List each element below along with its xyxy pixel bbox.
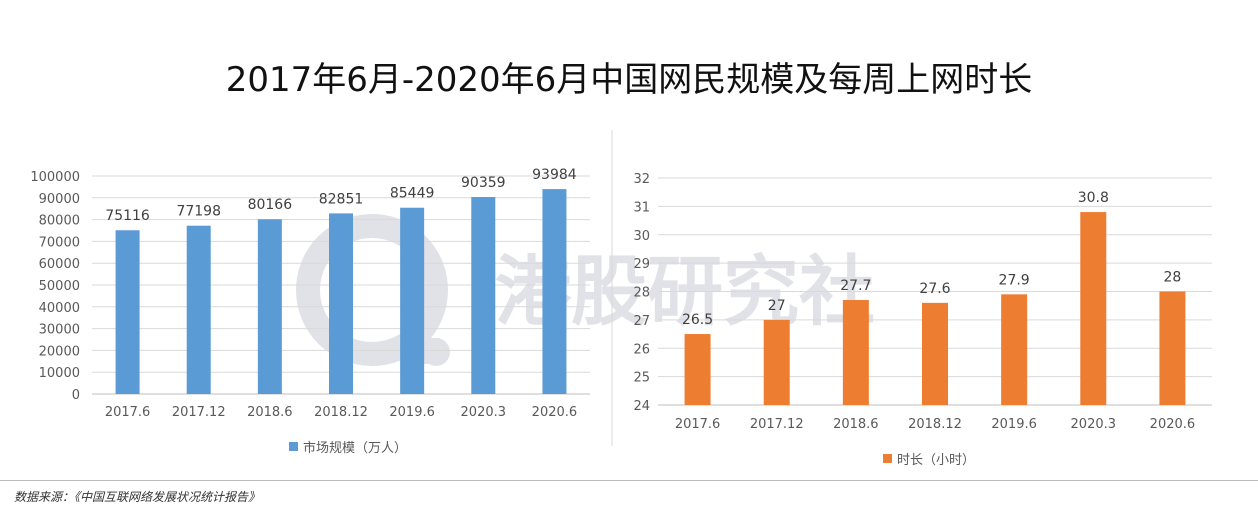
watermark-logo-dot: [422, 338, 450, 366]
legend-swatch: [883, 454, 892, 463]
data-label: 30.8: [1078, 190, 1109, 206]
x-tick-label: 2019.6: [389, 405, 435, 420]
bar: [1080, 212, 1107, 405]
data-label: 28: [1164, 270, 1182, 286]
x-tick-label: 2020.6: [532, 405, 578, 420]
chart-internet-users: 0 10000 20000 30000 40000 50000 60000 70000 8000…: [30, 167, 590, 456]
data-label: 85449: [390, 186, 435, 202]
data-label: 90359: [461, 175, 506, 191]
y-tick-label: 31: [633, 200, 650, 215]
y-tick-label: 32: [633, 172, 650, 187]
y-tick-label: 60000: [39, 257, 80, 272]
x-tick-label: 2018.12: [314, 405, 368, 420]
y-tick-label: 90000: [39, 192, 80, 207]
y-tick-label: 30: [633, 229, 650, 244]
bar: [842, 300, 869, 405]
footer-divider: [0, 480, 1258, 481]
data-label: 93984: [532, 167, 577, 183]
legend-swatch: [289, 442, 298, 451]
y-tick-label: 10000: [39, 366, 80, 381]
page-title: 2017年6月-2020年6月中国网民规模及每周上网时长: [225, 60, 1033, 100]
data-label: 27.7: [840, 278, 871, 294]
y-tick-label: 0: [72, 388, 80, 403]
x-tick-label: 2017.12: [750, 417, 804, 432]
data-label: 27.6: [919, 281, 950, 297]
bar: [400, 207, 425, 394]
x-tick-label: 2019.6: [991, 417, 1037, 432]
y-tick-label: 28: [633, 286, 650, 301]
legend: 时长（小时）: [883, 453, 975, 468]
y-tick-label: 20000: [39, 344, 80, 359]
x-tick-label: 2020.3: [1071, 417, 1117, 432]
y-tick-label: 29: [633, 257, 650, 272]
legend: 市场规模（万人）: [289, 440, 407, 456]
data-label: 26.5: [682, 312, 713, 328]
watermark: 港股研究社: [296, 214, 875, 366]
x-tick-label: 2020.6: [1150, 417, 1196, 432]
data-label: 27.9: [999, 272, 1030, 288]
bar: [542, 189, 567, 394]
bar: [186, 225, 211, 394]
bar: [763, 319, 790, 405]
bar: [471, 197, 496, 394]
x-tick-label: 2018.12: [908, 417, 962, 432]
data-label: 82851: [319, 191, 364, 207]
y-tick-label: 30000: [39, 323, 80, 338]
source-note: 数据来源：《中国互联网络发展状况统计报告》: [14, 490, 261, 504]
x-tick-label: 2017.6: [675, 417, 721, 432]
y-tick-label: 70000: [39, 235, 80, 250]
data-label: 77198: [176, 204, 221, 220]
bar: [922, 302, 948, 405]
y-tick-label: 100000: [30, 170, 80, 185]
y-tick-label: 80000: [39, 214, 80, 229]
data-label: 80166: [248, 197, 293, 213]
x-tick-label: 2020.3: [461, 405, 507, 420]
bar: [329, 213, 353, 394]
y-tick-label: 50000: [39, 279, 80, 294]
bar: [1001, 294, 1028, 405]
y-tick-label: 25: [633, 371, 650, 386]
y-tick-label: 26: [633, 342, 650, 357]
x-tick-label: 2017.12: [172, 405, 226, 420]
watermark-logo-ring: [296, 214, 448, 366]
y-tick-label: 24: [633, 399, 650, 414]
bar: [684, 334, 711, 405]
y-tick-label: 40000: [39, 301, 80, 316]
data-label: 27: [768, 298, 786, 314]
legend-label: 市场规模（万人）: [303, 440, 407, 456]
bar: [1159, 291, 1186, 405]
y-tick-label: 27: [633, 314, 650, 329]
legend-label: 时长（小时）: [897, 453, 975, 468]
bar: [257, 219, 282, 394]
bar: [115, 230, 140, 394]
x-tick-label: 2018.6: [247, 405, 293, 420]
x-tick-label: 2018.6: [833, 417, 879, 432]
x-tick-label: 2017.6: [105, 405, 151, 420]
chart-weekly-hours: 24 25 26 27 28 29 30 31 32 26.5 2017.6 27 2017.12 27.…: [633, 172, 1212, 468]
data-label: 75116: [105, 208, 150, 224]
